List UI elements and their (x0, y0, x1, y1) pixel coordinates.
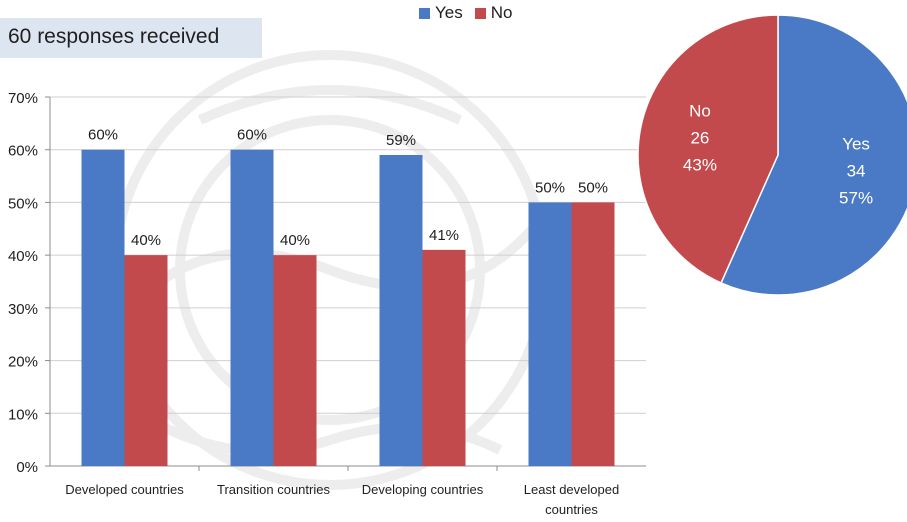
response-count-text: 60 responses received (8, 25, 220, 48)
bar-no (124, 255, 168, 466)
bar-yes (379, 154, 423, 466)
bar-value-label: 41% (429, 227, 459, 244)
legend-item-yes: Yes (419, 3, 463, 23)
pie-label-yes: Yes (842, 135, 870, 154)
x-category-label: Least developed (524, 482, 619, 497)
legend-label-no: No (490, 3, 513, 22)
response-count-banner: 60 responses received (0, 18, 262, 58)
bar-no (422, 249, 466, 466)
x-category-label: Developing countries (362, 482, 484, 497)
x-category-label: Transition countries (217, 482, 330, 497)
bar-value-label: 40% (280, 232, 310, 249)
bar-no (571, 202, 615, 466)
y-tick-label: 0% (16, 459, 38, 476)
bar-value-label: 40% (131, 232, 161, 249)
bar-value-label: 60% (88, 127, 118, 144)
pie-label-yes: 57% (839, 189, 873, 208)
pie-label-no: No (689, 101, 711, 120)
pie-label-yes: 34 (847, 162, 866, 181)
bar-value-label: 50% (535, 179, 565, 196)
pie-label-no: 43% (683, 155, 717, 174)
x-category-label: countries (545, 502, 598, 517)
legend-swatch-no-icon (474, 7, 486, 19)
bar-value-label: 50% (578, 179, 608, 196)
bar-no (273, 255, 317, 466)
bar-yes (81, 149, 125, 466)
y-tick-label: 60% (8, 143, 38, 160)
y-tick-label: 10% (8, 406, 38, 423)
legend-item-no: No (474, 3, 513, 23)
bar-value-label: 59% (386, 132, 416, 149)
pie-slice-no (637, 14, 779, 284)
bar-yes (528, 202, 572, 466)
y-tick-label: 70% (8, 90, 38, 107)
bar-value-label: 60% (237, 127, 267, 144)
legend-swatch-yes-icon (419, 7, 430, 19)
y-tick-label: 30% (8, 301, 38, 318)
chart-legend: Yes No (419, 3, 524, 23)
pie-slice-yes (720, 14, 907, 296)
y-tick-label: 40% (8, 248, 38, 265)
bar-yes (230, 149, 274, 466)
legend-label-yes: Yes (435, 3, 463, 22)
y-tick-label: 50% (8, 195, 38, 212)
x-category-label: Developed countries (65, 482, 184, 497)
pie-label-no: 26 (690, 128, 709, 147)
y-tick-label: 20% (8, 354, 38, 371)
